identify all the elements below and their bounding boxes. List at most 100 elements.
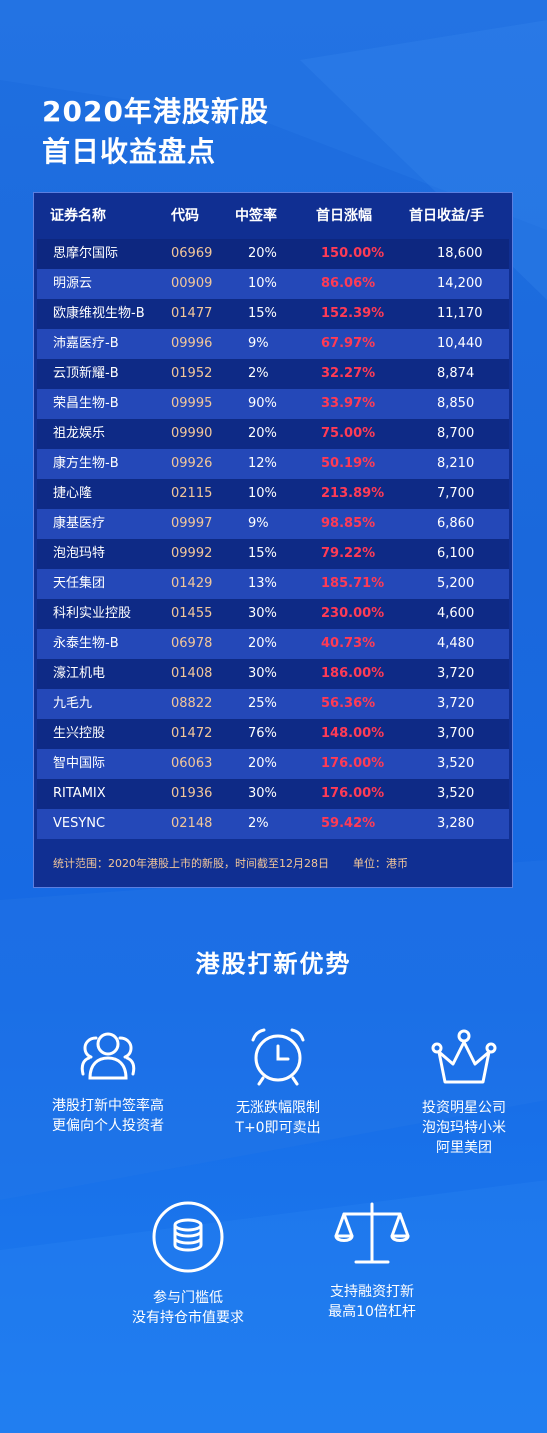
first-day-gain-cell: 98.85% <box>321 516 376 531</box>
table-row: 天任集团 01429 13% 185.71% 5,200 <box>37 569 509 599</box>
stock-code-cell: 01408 <box>171 666 213 681</box>
first-day-profit-cell: 14,200 <box>437 276 483 291</box>
lottery-rate-cell: 10% <box>248 486 277 501</box>
lottery-rate-cell: 20% <box>248 756 277 771</box>
first-day-gain-cell: 152.39% <box>321 306 385 321</box>
advantage-item-4: 参与门槛低 没有持仓市值要求 <box>108 1198 268 1328</box>
stock-code-cell: 00909 <box>171 276 213 291</box>
ipo-table-panel: 证券名称 代码 中签率 首日涨幅 首日收益/手 思摩尔国际 06969 20% 150… <box>33 192 513 888</box>
stock-code-cell: 01429 <box>171 576 213 591</box>
page-title-line-2: 首日收益盘点 <box>42 135 217 168</box>
advantage-2-line-2: T+0即可卖出 <box>235 1120 321 1136</box>
first-day-profit-cell: 4,480 <box>437 636 475 651</box>
table-row: 荣昌生物-B 09995 90% 33.97% 8,850 <box>37 389 509 419</box>
stock-name-cell: 荣昌生物-B <box>53 396 119 411</box>
first-day-gain-cell: 148.00% <box>321 726 385 741</box>
scale-icon <box>334 1202 410 1264</box>
alarm-clock-icon <box>251 1028 305 1086</box>
lottery-rate-cell: 15% <box>248 546 277 561</box>
lottery-rate-cell: 20% <box>248 246 277 261</box>
first-day-gain-cell: 67.97% <box>321 336 376 351</box>
stock-code-cell: 09926 <box>171 456 213 471</box>
table-row: RITAMIX 01936 30% 176.00% 3,520 <box>37 779 509 809</box>
header-gain: 首日涨幅 <box>316 208 372 224</box>
unit-note: 单位：港币 <box>353 857 408 870</box>
table-row: 思摩尔国际 06969 20% 150.00% 18,600 <box>37 239 509 269</box>
first-day-profit-cell: 18,600 <box>437 246 483 261</box>
first-day-gain-cell: 185.71% <box>321 576 385 591</box>
lottery-rate-cell: 76% <box>248 726 277 741</box>
first-day-gain-cell: 230.00% <box>321 606 385 621</box>
stock-name-cell: 泡泡玛特 <box>53 546 106 561</box>
table-row: 九毛九 08822 25% 56.36% 3,720 <box>37 689 509 719</box>
table-row: 泡泡玛特 09992 15% 79.22% 6,100 <box>37 539 509 569</box>
table-row: VESYNC 02148 2% 59.42% 3,280 <box>37 809 509 839</box>
advantage-4-line-2: 没有持仓市值要求 <box>132 1310 244 1326</box>
table-row: 云顶新耀-B 01952 2% 32.27% 8,874 <box>37 359 509 389</box>
stock-name-cell: 沛嘉医疗-B <box>53 336 119 351</box>
first-day-gain-cell: 150.00% <box>321 246 385 261</box>
first-day-profit-cell: 3,700 <box>437 726 475 741</box>
crown-icon <box>431 1029 497 1084</box>
stock-code-cell: 01455 <box>171 606 213 621</box>
lottery-rate-cell: 13% <box>248 576 277 591</box>
advantages-title: 港股打新优势 <box>195 950 352 978</box>
advantage-item-2: 无涨跌幅限制 T+0即可卖出 <box>198 1026 358 1138</box>
stock-name-cell: 永泰生物-B <box>53 636 119 651</box>
stock-code-cell: 09995 <box>171 396 213 411</box>
stock-name-cell: 生兴控股 <box>53 726 106 741</box>
advantage-3-line-1: 投资明星公司 <box>422 1100 506 1116</box>
first-day-profit-cell: 8,850 <box>437 396 475 411</box>
advantage-item-5: 支持融资打新 最高10倍杠杆 <box>292 1200 452 1322</box>
stock-name-cell: 康基医疗 <box>53 516 106 531</box>
table-header: 证券名称 代码 中签率 首日涨幅 首日收益/手 <box>34 193 512 239</box>
first-day-profit-cell: 5,200 <box>437 576 475 591</box>
table-row: 康基医疗 09997 9% 98.85% 6,860 <box>37 509 509 539</box>
stock-code-cell: 09997 <box>171 516 213 531</box>
lottery-rate-cell: 15% <box>248 306 277 321</box>
stock-code-cell: 09992 <box>171 546 213 561</box>
stock-code-cell: 09996 <box>171 336 213 351</box>
first-day-gain-cell: 213.89% <box>321 486 385 501</box>
first-day-gain-cell: 186.00% <box>321 666 385 681</box>
lottery-rate-cell: 20% <box>248 636 277 651</box>
table-row: 康方生物-B 09926 12% 50.19% 8,210 <box>37 449 509 479</box>
first-day-profit-cell: 3,520 <box>437 786 475 801</box>
stock-name-cell: 濠江机电 <box>53 666 106 681</box>
lottery-rate-cell: 12% <box>248 456 277 471</box>
lottery-rate-cell: 9% <box>248 516 269 531</box>
header-code: 代码 <box>171 208 199 224</box>
stock-name-cell: 康方生物-B <box>53 456 119 471</box>
stock-code-cell: 01477 <box>171 306 213 321</box>
stock-code-cell: 01952 <box>171 366 213 381</box>
first-day-gain-cell: 176.00% <box>321 756 385 771</box>
stock-code-cell: 06969 <box>171 246 213 261</box>
first-day-profit-cell: 6,860 <box>437 516 475 531</box>
first-day-profit-cell: 8,874 <box>437 366 475 381</box>
stock-name-cell: 九毛九 <box>53 696 93 711</box>
advantage-3-line-2: 泡泡玛特小米 <box>422 1120 506 1136</box>
stock-name-cell: 科利实业控股 <box>53 606 132 621</box>
lottery-rate-cell: 90% <box>248 396 277 411</box>
lottery-rate-cell: 30% <box>248 666 277 681</box>
first-day-profit-cell: 3,280 <box>437 816 475 831</box>
first-day-profit-cell: 3,720 <box>437 666 475 681</box>
stock-name-cell: RITAMIX <box>53 786 106 801</box>
table-row: 欧康维视生物-B 01477 15% 152.39% 11,170 <box>37 299 509 329</box>
lottery-rate-cell: 20% <box>248 426 277 441</box>
page-title-line-1: 2020年港股新股 <box>42 95 269 128</box>
stock-code-cell: 06978 <box>171 636 213 651</box>
table-row: 祖龙娱乐 09990 20% 75.00% 8,700 <box>37 419 509 449</box>
table-row: 科利实业控股 01455 30% 230.00% 4,600 <box>37 599 509 629</box>
advantage-item-3: 投资明星公司 泡泡玛特小米 阿里美团 <box>384 1028 544 1158</box>
stock-code-cell: 09990 <box>171 426 213 441</box>
stock-code-cell: 02148 <box>171 816 213 831</box>
advantage-item-1: 港股打新中签率高 更偏向个人投资者 <box>28 1028 188 1136</box>
first-day-profit-cell: 8,210 <box>437 456 475 471</box>
advantage-4-line-1: 参与门槛低 <box>153 1290 223 1306</box>
stock-code-cell: 01472 <box>171 726 213 741</box>
first-day-gain-cell: 176.00% <box>321 786 385 801</box>
people-icon <box>80 1032 136 1080</box>
table-body: 思摩尔国际 06969 20% 150.00% 18,600 明源云 00909 10% 86.… <box>37 239 509 839</box>
first-day-gain-cell: 75.00% <box>321 426 376 441</box>
